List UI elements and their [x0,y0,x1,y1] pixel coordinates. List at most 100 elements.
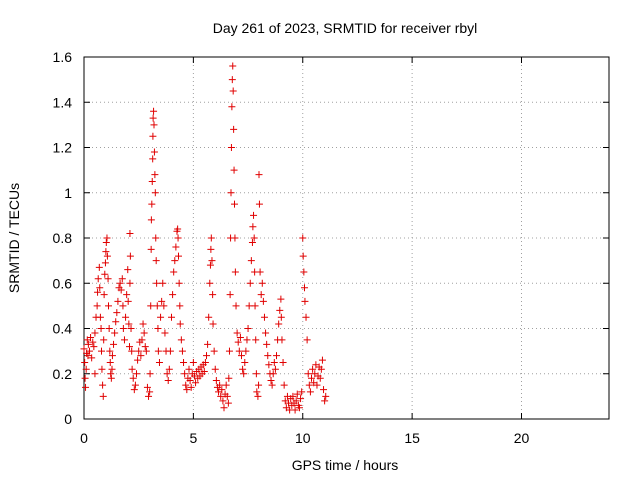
data-point [301,284,308,292]
data-point [208,257,216,265]
data-point [301,297,309,305]
data-point [300,268,308,276]
data-point [176,320,184,328]
data-point [299,234,307,242]
data-point [105,302,112,310]
data-point [317,365,325,373]
data-point [185,365,193,373]
data-point [216,381,224,389]
data-point [241,358,249,366]
data-point [94,288,102,296]
data-point [253,388,261,396]
data-point [123,291,131,299]
x-tick-label: 15 [404,430,420,446]
data-point [225,374,233,382]
data-point [262,329,270,337]
data-point [157,313,165,321]
data-point [235,347,243,355]
data-point [125,320,133,328]
data-point [102,239,110,247]
data-point [244,325,252,332]
data-point [306,388,314,396]
data-point [126,343,133,351]
data-point [231,234,239,242]
data-point [106,358,114,366]
data-point [98,365,106,373]
data-point [243,336,251,344]
data-point [113,309,121,317]
data-point [205,313,213,321]
data-point [180,358,188,366]
data-point [119,302,127,310]
data-point [255,200,263,208]
data-point [321,397,329,405]
data-point [166,347,174,355]
data-point [308,374,315,382]
data-point [299,252,307,260]
y-tick-label: 1 [64,185,72,201]
chart-title: Day 261 of 2023, SRMTID for receiver rby… [213,20,478,36]
data-point [250,234,258,242]
data-point [201,358,209,366]
data-point [135,347,143,355]
data-point [126,252,134,260]
data-point [203,352,210,360]
data-point [164,377,172,385]
data-point [263,340,271,348]
data-point [147,245,155,253]
data-point [186,377,194,385]
data-point [240,370,248,378]
data-point [84,352,92,360]
data-point [174,225,182,233]
data-point [233,329,241,337]
data-point [151,189,159,197]
data-point [271,365,279,373]
data-point [231,200,238,208]
data-point [318,356,326,364]
data-point [259,297,267,305]
y-tick-label: 1.6 [53,49,73,65]
data-point [103,234,111,242]
data-point [242,347,250,355]
x-tick-label: 20 [514,430,530,446]
data-point [265,361,273,369]
data-point [172,243,180,251]
data-point [150,148,158,156]
data-point [219,397,227,405]
data-point [256,268,264,276]
data-point [269,370,277,378]
data-point [226,291,234,299]
data-point [247,257,255,265]
data-point [130,386,138,394]
data-point [117,286,125,294]
data-point [101,259,109,267]
data-point [165,365,173,373]
data-point [316,374,324,382]
data-point [140,329,148,337]
data-point [270,358,278,366]
data-point [100,291,108,299]
data-point [187,383,195,391]
data-point [207,245,215,253]
data-point [82,383,90,391]
data-point [209,320,217,328]
data-point [257,291,265,299]
plot-area-frame [83,56,610,420]
data-point [154,347,162,355]
data-point [100,336,108,344]
data-point [122,313,130,321]
data-point [181,370,189,378]
data-point [277,313,285,321]
data-point [220,404,228,412]
data-point [255,381,263,389]
data-point [80,345,88,353]
data-point [146,370,154,378]
data-point [137,352,145,360]
data-point [103,252,111,260]
data-point [252,370,260,378]
data-point [228,76,236,84]
data-point [152,257,160,265]
data-point [163,370,171,378]
y-axis-label: SRMTID / TECUs [6,183,22,293]
data-point [175,252,182,260]
